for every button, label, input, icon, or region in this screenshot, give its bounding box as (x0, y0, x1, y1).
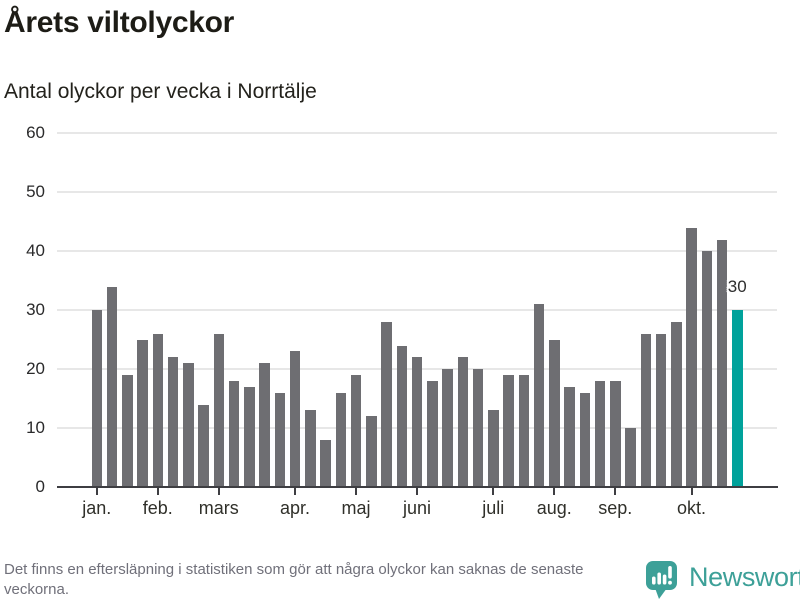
chart-subtitle: Antal olyckor per vecka i Norrtälje (4, 80, 317, 103)
bar-week-2 (106, 286, 118, 487)
bar-week-27 (488, 410, 499, 487)
x-tick-feb (156, 488, 159, 495)
x-tick-aug (553, 488, 556, 495)
bar-week-7 (183, 363, 194, 487)
bar-week-29 (518, 375, 529, 487)
y-axis-label-20: 20 (26, 359, 45, 379)
bar-week-21 (396, 345, 407, 487)
bar-week-9 (213, 333, 224, 487)
bar-week-22 (411, 357, 423, 487)
bar-week-31 (549, 339, 560, 487)
bar-week-42 (716, 239, 728, 487)
bar-week-39 (671, 322, 682, 487)
x-axis-label-aug: aug. (536, 498, 572, 518)
x-axis-label-juli: juli (482, 498, 505, 518)
bar-week-3 (122, 375, 133, 487)
bar-week-30 (533, 304, 545, 487)
bar-week-15 (305, 410, 316, 487)
y-axis-label-30: 30 (26, 300, 45, 320)
newsworthy-logo: Newsworthy (645, 560, 800, 600)
bar-week-26 (472, 369, 484, 487)
x-tick-juli (492, 488, 495, 495)
y-axis-label-10: 10 (26, 418, 45, 438)
bar-week-35 (610, 380, 621, 487)
y-axis-label-50: 50 (26, 182, 45, 202)
bar-week-16 (320, 439, 331, 487)
newsworthy-speech-bubble-icon (646, 561, 677, 599)
bar-week-4 (137, 339, 148, 487)
bar-week-13 (274, 392, 285, 487)
x-axis-label-jan: jan. (82, 498, 112, 518)
gridline-40 (57, 250, 777, 253)
newsworthy-wordmark: Newsworthy (689, 562, 800, 592)
x-tick-apr (294, 488, 296, 495)
bar-week-37 (640, 333, 651, 487)
bar-week-24 (442, 369, 453, 487)
x-tick-juni (416, 488, 418, 495)
bar-week-1 (91, 310, 102, 487)
bar-week-38 (655, 333, 667, 487)
bar-week-17 (335, 392, 346, 487)
bar-week-43 (732, 310, 743, 487)
bar-week-18 (350, 375, 362, 487)
bar-week-11 (244, 386, 255, 487)
bar-week-8 (198, 404, 209, 487)
bar-week-12 (259, 363, 270, 487)
bar-week-36 (625, 428, 636, 487)
x-tick-mars (217, 488, 220, 495)
x-axis-label-juni: juni (402, 498, 432, 518)
bar-week-23 (427, 380, 438, 487)
bar-week-20 (381, 322, 392, 487)
gridline-50 (57, 191, 777, 194)
x-tick-jan (95, 488, 98, 495)
bar-week-10 (228, 380, 240, 487)
bar-week-19 (366, 416, 377, 487)
y-axis-label-40: 40 (26, 241, 45, 261)
y-axis-label-0: 0 (35, 477, 45, 496)
bar-week-28 (503, 375, 514, 487)
bar-week-34 (594, 380, 606, 487)
bar-week-32 (564, 386, 575, 487)
bar-week-41 (701, 251, 712, 487)
y-axis-label-60: 60 (26, 123, 45, 143)
bar-week-14 (289, 351, 301, 487)
footnote: Det finns en eftersläpning i statistiken… (4, 561, 584, 598)
x-tick-sep (614, 488, 617, 495)
x-tick-okt (690, 488, 693, 495)
bar-week-40 (686, 227, 697, 487)
x-tick-maj (355, 488, 357, 495)
bar-week-25 (457, 357, 468, 487)
x-axis-label-feb: feb. (142, 498, 173, 518)
x-axis-line (57, 486, 778, 488)
gridline-30 (57, 309, 777, 312)
x-axis-label-apr: apr. (279, 498, 311, 518)
chart-title: Årets viltolyckor (4, 6, 234, 39)
bar-week-6 (167, 357, 179, 487)
bar-week-33 (579, 392, 590, 487)
x-axis-label-maj: maj (341, 498, 371, 518)
x-axis-label-sep: sep. (598, 498, 633, 518)
x-axis-label-mars: mars (198, 498, 239, 518)
last-value-label: 30 (727, 277, 747, 296)
gridline-60 (57, 132, 777, 135)
x-axis-label-okt: okt. (676, 498, 706, 518)
bar-week-5 (152, 333, 163, 487)
